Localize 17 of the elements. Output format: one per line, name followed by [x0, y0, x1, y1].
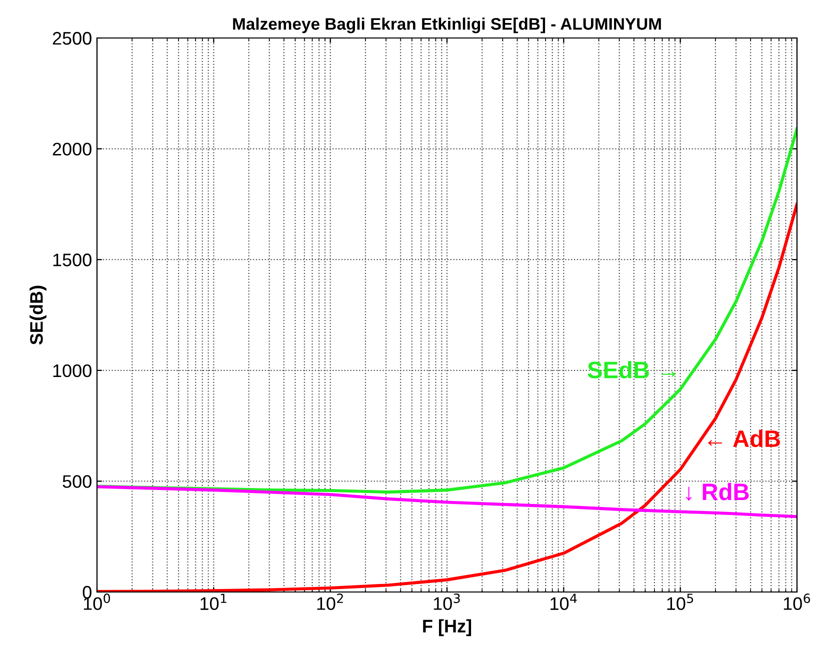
x-tick-label: 10$^{1}$	[200, 594, 226, 610]
y-tick-label: 500	[62, 475, 92, 488]
x-tick-label: 10$^{2}$	[317, 594, 343, 610]
x-axis-title: F [Hz]	[423, 619, 472, 636]
x-tick-label: 10$^{5}$	[667, 594, 694, 610]
x-tick-label: 10$^{3}$	[434, 594, 460, 610]
y-tick-label: 1000	[53, 364, 92, 378]
chart-title: Malzemeye Bagli Ekran Etkinligi SE[dB] - ALUMINYUM	[233, 18, 661, 34]
y-tick-label: 2000	[52, 142, 92, 156]
x-tick-label: 10$^{4}$	[550, 594, 577, 610]
annotation: ← AdB	[708, 430, 780, 448]
y-axis-title: SE(dB)	[30, 286, 46, 345]
annotation: ↓ RdB	[686, 482, 749, 501]
x-tick-label: 10$^{6}$	[784, 594, 810, 610]
y-tick-label: 2500	[52, 32, 92, 45]
annotation: SEdB →	[588, 361, 676, 378]
y-tick-label: 1500	[53, 254, 92, 266]
